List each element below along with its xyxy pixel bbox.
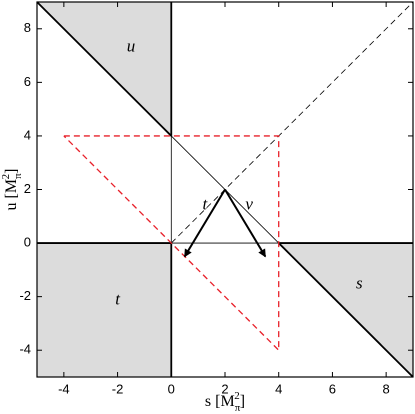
y-tick-label: 6 xyxy=(24,74,31,89)
x-tick-label: 0 xyxy=(168,381,175,396)
region xyxy=(37,243,172,377)
line xyxy=(63,135,280,352)
annotation: s xyxy=(356,273,363,292)
x-axis-label-part: ] xyxy=(240,393,245,410)
line xyxy=(171,1,414,244)
y-axis-label-part: 2 xyxy=(0,174,12,180)
y-axis-label-part: ] xyxy=(3,169,20,174)
y-tick-label: -4 xyxy=(19,342,31,357)
x-axis-label-part: s [M xyxy=(205,393,235,410)
y-axis-label-part: u [M xyxy=(3,179,20,211)
annotation: u xyxy=(127,36,136,55)
annotation: ν xyxy=(245,194,253,213)
annotation: t xyxy=(115,290,121,309)
x-tick-label: 8 xyxy=(383,381,390,396)
y-tick-label: 2 xyxy=(24,181,31,196)
arrow xyxy=(224,188,267,258)
x-axis-label-part: π xyxy=(235,402,241,414)
y-axis-label: u [Mπ2] xyxy=(0,169,24,211)
x-axis-label-part: 2 xyxy=(234,390,240,402)
x-tick-label: -4 xyxy=(58,381,70,396)
y-tick-label: 0 xyxy=(24,235,31,250)
y-tick-label: 8 xyxy=(24,20,31,35)
y-axis-label-part: π xyxy=(12,173,24,179)
x-tick-label: -2 xyxy=(112,381,124,396)
annotation: t xyxy=(202,194,208,213)
x-axis-label: s [Mπ2] xyxy=(205,390,245,414)
y-tick-label: -2 xyxy=(19,288,31,303)
y-tick-label: 4 xyxy=(24,127,31,142)
x-tick-label: 4 xyxy=(275,381,282,396)
x-tick-label: 6 xyxy=(329,381,336,396)
x-tick-label: 2 xyxy=(221,381,228,396)
arrow xyxy=(183,188,226,258)
line xyxy=(36,1,172,137)
line xyxy=(278,242,414,378)
